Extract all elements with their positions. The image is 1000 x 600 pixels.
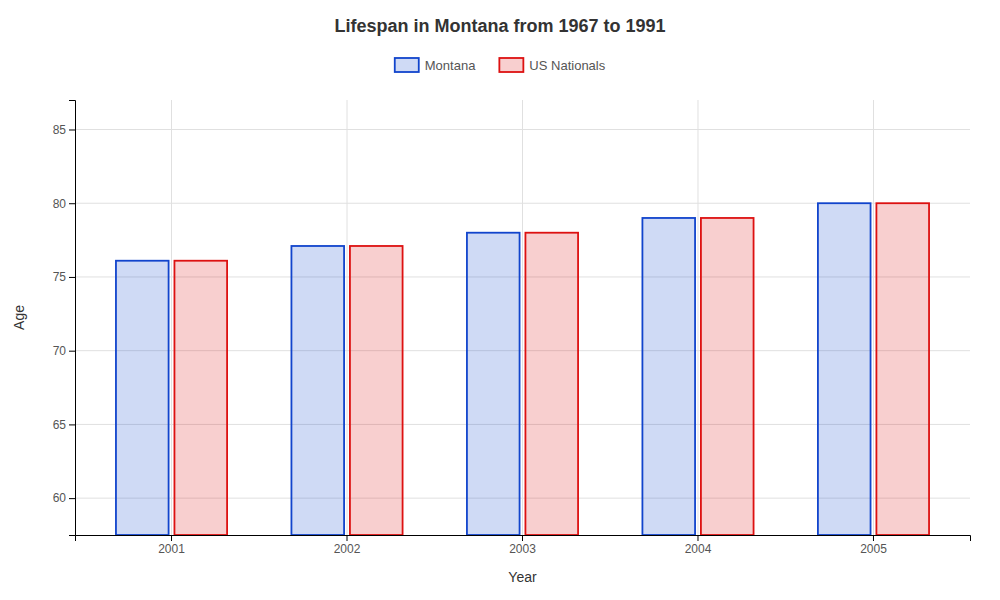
x-tick-mark	[347, 535, 348, 541]
x-tick-label: 2003	[509, 542, 536, 556]
y-tick: 75	[53, 270, 75, 284]
y-tick-label: 75	[53, 270, 67, 284]
bar	[876, 203, 929, 535]
y-tick-mark	[69, 203, 75, 204]
legend-item: Montana	[395, 58, 476, 73]
y-tick-label: 65	[53, 418, 67, 432]
x-tick-label: 2005	[860, 542, 887, 556]
x-tick: 2001	[158, 535, 185, 556]
chart-container: 2001 2002 2003 2004 2005 60 65 70 75 80 85 Lifespan…	[0, 0, 1000, 600]
legend-swatch	[395, 58, 419, 72]
bar	[642, 218, 695, 535]
y-tick-mark	[69, 277, 75, 278]
grid	[75, 100, 970, 535]
y-axis-line	[69, 101, 76, 536]
x-tick-mark	[873, 535, 874, 541]
x-axis: 2001 2002 2003 2004 2005	[76, 535, 971, 556]
grid-line-x	[697, 100, 698, 535]
bars	[116, 203, 929, 535]
y-tick-mark	[69, 129, 75, 130]
y-tick: 65	[53, 418, 75, 432]
bar-series	[116, 203, 871, 535]
legend-item: US Nationals	[499, 58, 605, 73]
bar	[818, 203, 871, 535]
x-tick: 2004	[685, 535, 712, 556]
x-tick: 2005	[860, 535, 887, 556]
grid-line-x	[171, 100, 172, 535]
grid-line-x	[522, 100, 523, 535]
bar	[116, 261, 169, 535]
x-axis-label: Year	[508, 569, 537, 585]
y-tick: 60	[53, 491, 75, 505]
x-tick: 2003	[509, 535, 536, 556]
bar	[525, 233, 578, 535]
y-tick: 80	[53, 197, 75, 211]
y-axis-label: Age	[11, 305, 27, 330]
chart-svg: 2001 2002 2003 2004 2005 60 65 70 75 80 85 Lifespan…	[0, 0, 1000, 600]
grid-line-x	[873, 100, 874, 535]
x-tick-mark	[522, 535, 523, 541]
bar	[174, 261, 227, 535]
y-tick-mark	[69, 351, 75, 352]
y-axis: 60 65 70 75 80 85	[53, 101, 76, 536]
legend-label: US Nationals	[529, 58, 605, 73]
y-tick: 85	[53, 123, 75, 137]
y-tick-label: 80	[53, 197, 67, 211]
x-tick-mark	[697, 535, 698, 541]
legend-swatch	[499, 58, 523, 72]
x-tick-label: 2004	[685, 542, 712, 556]
y-tick-mark	[69, 498, 75, 499]
grid-line-x	[347, 100, 348, 535]
x-tick-label: 2001	[158, 542, 185, 556]
y-tick: 70	[53, 344, 75, 358]
y-tick-mark	[69, 424, 75, 425]
y-tick-label: 60	[53, 491, 67, 505]
x-tick-label: 2002	[334, 542, 361, 556]
bar	[701, 218, 754, 535]
legend-label: Montana	[425, 58, 476, 73]
y-tick-label: 85	[53, 123, 67, 137]
bar	[350, 246, 403, 535]
legend: Montana US Nationals	[395, 58, 606, 73]
bar	[291, 246, 344, 535]
bar	[467, 233, 520, 535]
x-tick: 2002	[334, 535, 361, 556]
title: Lifespan in Montana from 1967 to 1991	[334, 16, 665, 36]
x-axis-line	[76, 536, 971, 542]
x-tick-mark	[171, 535, 172, 541]
y-tick-label: 70	[53, 344, 67, 358]
bar-series	[174, 203, 929, 535]
